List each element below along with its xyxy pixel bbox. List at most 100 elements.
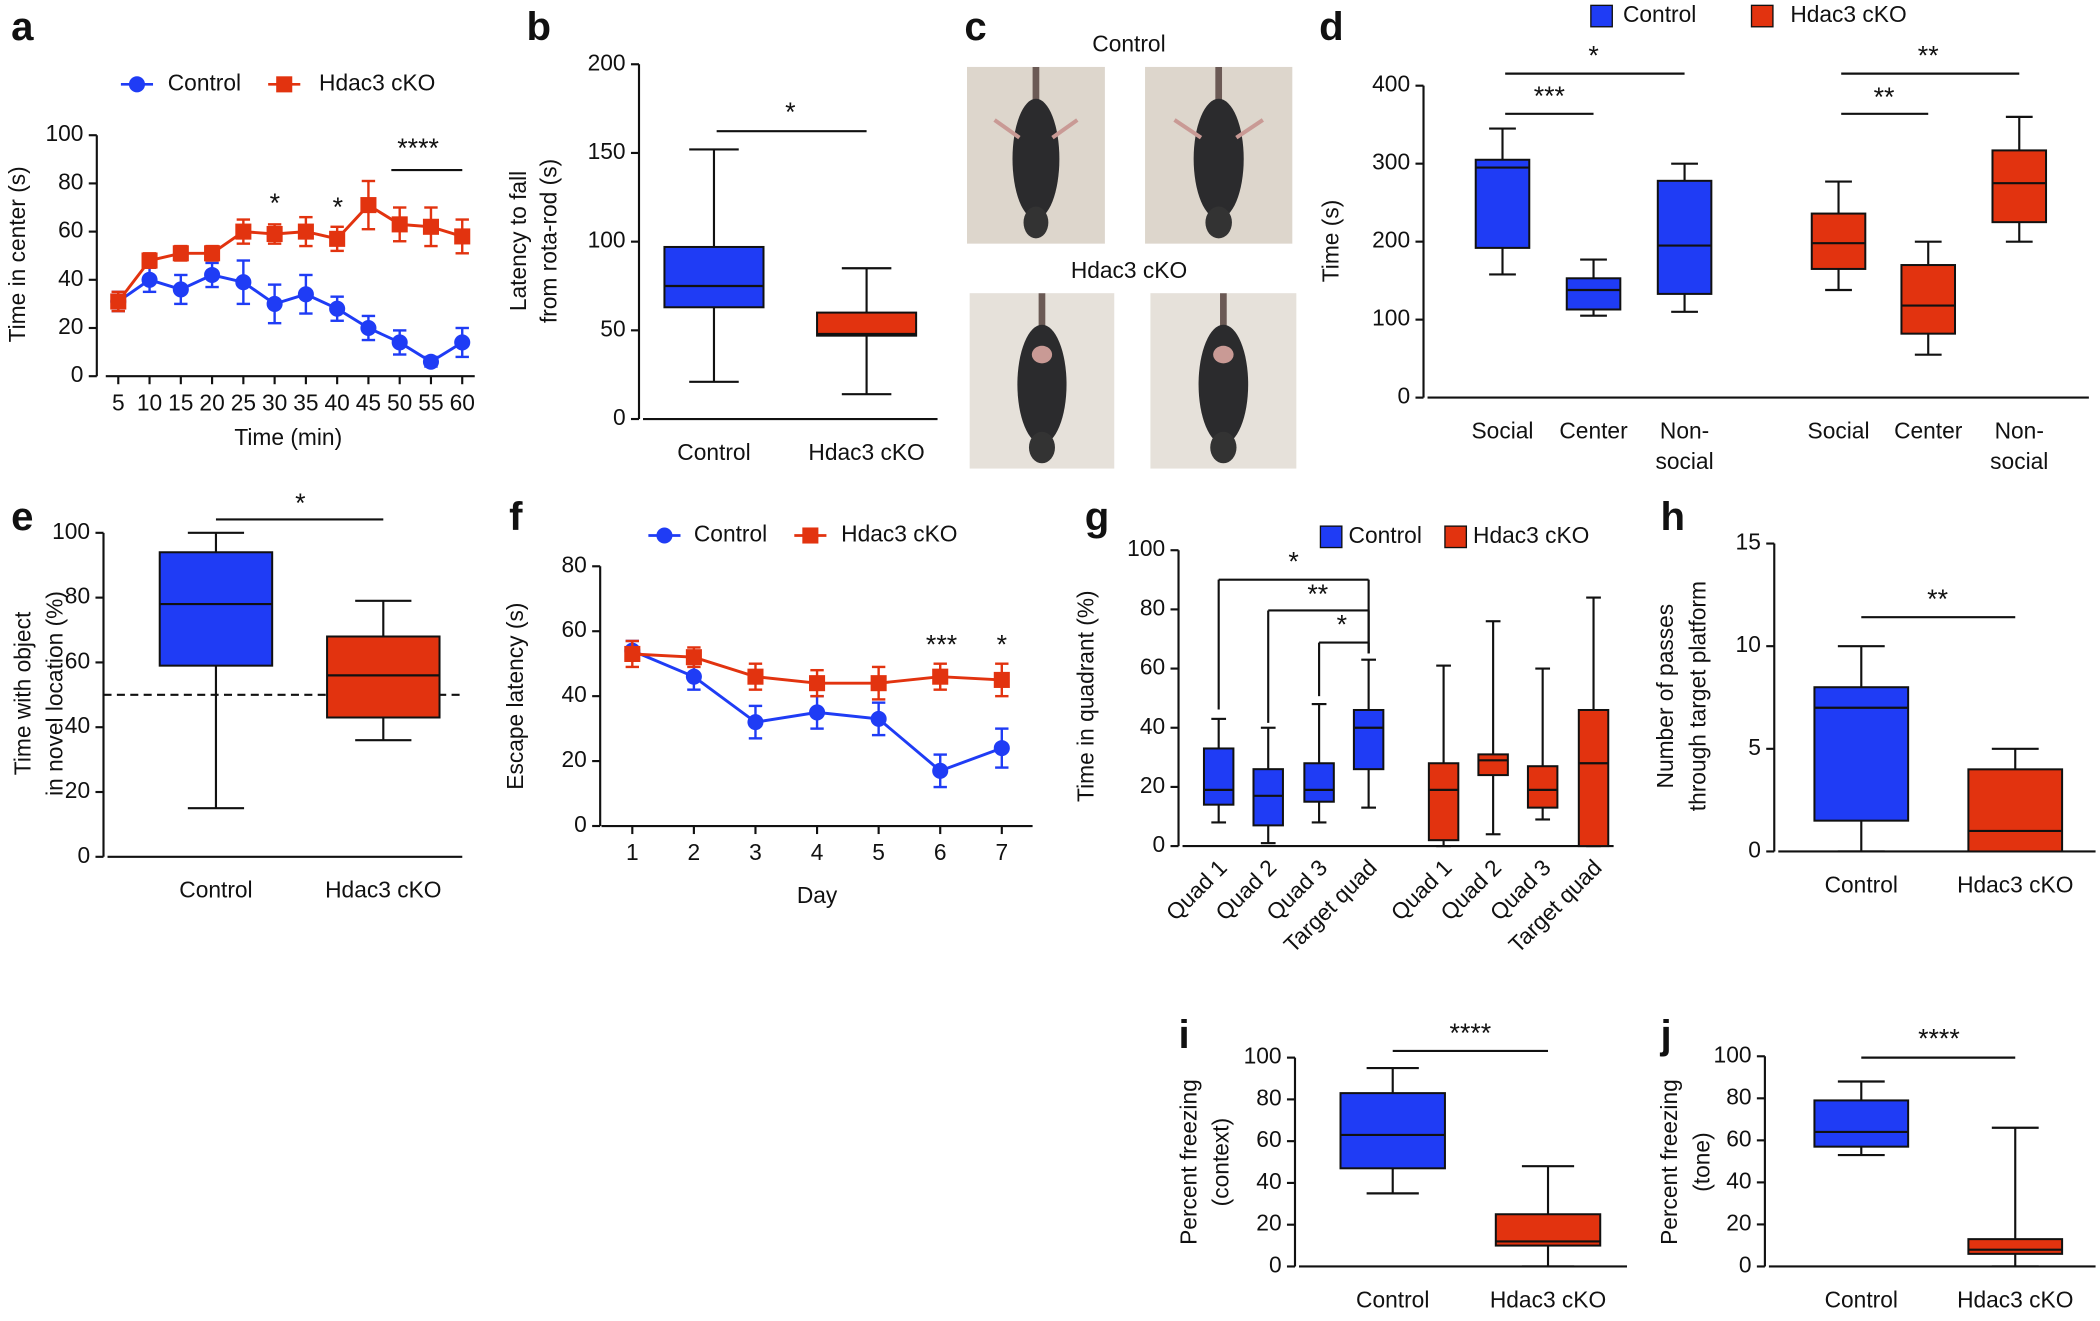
y-tick-label: 0 — [1152, 831, 1165, 857]
y-axis-label: Percent freezing — [1656, 1079, 1682, 1245]
point — [360, 319, 377, 337]
y-axis-label: (context) — [1208, 1118, 1234, 1207]
y-tick-label: 60 — [58, 217, 83, 243]
point — [809, 704, 826, 721]
legend-label: Hdac3 cKO — [1473, 522, 1589, 548]
y-tick-label: 15 — [1736, 529, 1761, 555]
y-tick-label: 5 — [1748, 734, 1761, 760]
point — [297, 223, 314, 240]
x-tick-label: 4 — [811, 839, 824, 865]
significance: **** — [1918, 1023, 1960, 1053]
y-tick-label: 0 — [613, 404, 626, 430]
significance: * — [1588, 41, 1598, 71]
y-tick-label: 100 — [1372, 305, 1410, 331]
box — [1813, 686, 1910, 822]
x-tick-label: Social — [1808, 417, 1870, 443]
legend-label: Control — [1349, 522, 1422, 548]
x-tick-label: Center — [1894, 417, 1963, 443]
y-tick-label: 400 — [1372, 71, 1410, 97]
y-tick-label: 0 — [77, 842, 90, 868]
point — [329, 230, 346, 247]
mouse-head — [1028, 431, 1055, 464]
point — [235, 223, 252, 240]
panel-b: b 0 50 100 150 200 Latency to fall from rota-ro… — [505, 4, 938, 465]
box — [1656, 179, 1713, 295]
significance: * — [1337, 610, 1347, 640]
panel-j: j 0 20 40 60 80 100 Percent freezing (tone) **** C… — [1656, 1012, 2096, 1312]
y-axis-label: through target platform — [1684, 581, 1710, 811]
box — [1202, 747, 1235, 806]
significance: * — [333, 192, 343, 222]
box — [1339, 1092, 1446, 1170]
panel-h: h 0 5 10 15 Number of passes through target pl… — [1652, 494, 2096, 897]
box — [326, 635, 441, 719]
y-tick-label: 0 — [71, 361, 84, 387]
x-tick-label: Control — [1356, 1286, 1429, 1312]
x-tick-label: Control — [1825, 1286, 1898, 1312]
mouse-head — [1205, 206, 1232, 239]
x-tick-label: 25 — [231, 389, 256, 415]
mouse-head — [1210, 431, 1237, 464]
point — [297, 286, 314, 303]
significance: *** — [1534, 81, 1565, 111]
significance: * — [1288, 547, 1298, 577]
y-tick-label: 60 — [1256, 1126, 1281, 1152]
x-tick-label: Control — [1825, 871, 1898, 897]
series-line — [117, 273, 464, 364]
legend-marker — [1319, 525, 1343, 549]
y-tick-label: 40 — [1726, 1167, 1751, 1193]
y-axis-label: Latency to fall — [505, 171, 531, 311]
panel-c: c Control Hdac3 cKO — [964, 4, 1297, 469]
point — [422, 353, 439, 370]
mouse-leg — [993, 118, 1021, 140]
significance: * — [997, 630, 1007, 660]
x-tick-label: 7 — [995, 839, 1008, 865]
point — [932, 762, 949, 779]
x-tick-label: 10 — [137, 389, 162, 415]
point — [422, 218, 439, 235]
y-axis-label: Number of passes — [1652, 604, 1678, 789]
mouse-body — [1198, 324, 1249, 445]
panel-letter: g — [1085, 494, 1110, 539]
y-tick-label: 20 — [65, 777, 90, 803]
point — [329, 300, 346, 317]
x-tick-label: Hdac3 cKO — [808, 439, 924, 465]
x-tick-label: 60 — [450, 389, 475, 415]
legend-label: Control — [1623, 1, 1696, 27]
panel-letter: j — [1659, 1012, 1671, 1057]
point — [141, 252, 158, 269]
box — [1565, 277, 1622, 311]
y-axis-label: from rota-rod (s) — [536, 159, 562, 323]
x-tick-label: Non-social — [1990, 417, 2048, 474]
y-tick-label: 40 — [58, 265, 83, 291]
y-tick-label: 20 — [1256, 1210, 1281, 1236]
box — [1900, 264, 1957, 335]
significance: * — [270, 188, 280, 218]
y-axis-label: Time in quadrant (%) — [1073, 590, 1099, 802]
legend-marker — [1444, 525, 1468, 549]
point — [172, 245, 189, 262]
point — [747, 714, 764, 731]
x-tick-label: 55 — [418, 389, 443, 415]
box — [1991, 149, 2048, 224]
x-tick-label: 50 — [387, 389, 412, 415]
y-tick-label: 60 — [1140, 654, 1165, 680]
legend-label: Hdac3 cKO — [1790, 1, 1906, 27]
panel-letter: e — [11, 494, 33, 539]
x-tick-label: Hdac3 cKO — [1957, 871, 2073, 897]
y-tick-label: 0 — [1739, 1251, 1752, 1277]
x-tick-label: Hdac3 cKO — [325, 877, 441, 903]
x-tick-label: Control — [179, 877, 252, 903]
box — [816, 311, 918, 337]
box — [1526, 765, 1559, 809]
box — [663, 245, 765, 309]
y-tick-label: 0 — [1269, 1251, 1282, 1277]
point — [809, 675, 826, 692]
y-tick-label: 20 — [58, 313, 83, 339]
x-tick-label: 5 — [872, 839, 885, 865]
y-tick-label: 80 — [58, 168, 83, 194]
panel-letter: h — [1660, 494, 1685, 539]
